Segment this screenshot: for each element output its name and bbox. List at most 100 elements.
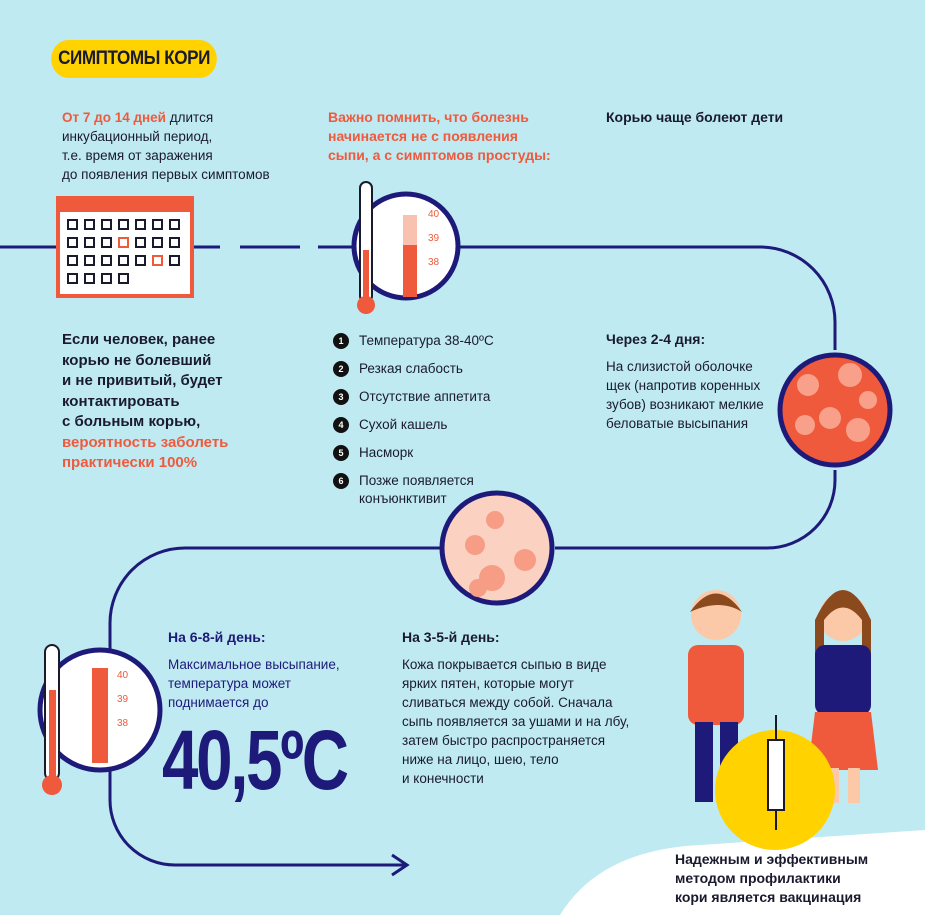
calendar-day [118,273,129,284]
calendar-day [67,273,78,284]
day-6-8-heading: На 6-8-й день: [168,629,266,645]
scale-label: 38 [428,257,440,268]
day-3-5-block: На 3-5-й день: Кожа покрывается сыпью в … [402,628,629,788]
contact-line: с больным корью, [62,413,201,430]
number-badge: 5 [333,445,349,461]
incubation-text-1: длится [166,110,214,125]
vaccine-text: Надежным и эффективным методом профилакт… [675,850,868,907]
day-3-5-line: ниже на лицо, шею, тело [402,752,559,767]
children-text: Корью чаще болеют дети [606,109,784,125]
calendar-day [169,219,180,230]
calendar-day [101,237,112,248]
incubation-highlight: От 7 до 14 дней [62,110,166,125]
symptom-item: 4 Сухой кашель [333,416,447,434]
symptom-item: 1 Температура 38-40ºС [333,332,494,350]
thermometer-high-icon [37,644,163,795]
calendar-day [84,219,95,230]
scale-label: 39 [117,694,129,705]
symptom-text: Сухой кашель [359,417,448,432]
calendar-day [118,237,129,248]
calendar-icon [56,196,194,298]
contact-line: корью не болевший [62,351,212,369]
symptom-item: 5 Насморк [333,444,413,462]
children-illustration [688,590,878,850]
page-title: СИМПТОМЫ КОРИ [51,40,217,78]
contact-probability: практически 100% [62,454,198,471]
day-3-5-line: сливаться между собой. Сначала [402,695,613,710]
day-2-4-line: На слизистой оболочке [606,359,753,374]
day-3-5-line: Кожа покрывается сыпью в виде [402,657,607,672]
calendar-day [101,273,112,284]
contact-line: Если человек, ранее [62,331,216,348]
scale-label: 38 [117,718,129,729]
max-temperature: 40,5ºC [162,713,349,807]
calendar-day [152,219,163,230]
remember-line: Важно помнить, что болезнь [328,109,529,125]
day-2-4-block: Через 2-4 дня: На слизистой оболочке щек… [606,330,764,433]
day-3-5-line: и конечности [402,771,484,786]
calendar-day [135,219,146,230]
vaccine-line: методом профилактики [675,870,841,886]
calendar-day [169,237,180,248]
thermometer-scale: 40 39 38 [428,203,439,275]
vaccine-line: Надежным и эффективным [675,851,869,867]
calendar-day [67,237,78,248]
calendar-day [67,255,78,266]
symptom-text: Насморк [359,445,414,460]
contact-text: Если человек, ранее корью не болевший и … [62,330,228,474]
contact-line: и не привитый, будет [62,372,223,389]
symptom-item: 3 Отсутствие аппетита [333,388,490,406]
incubation-line: инкубационный период, [62,129,213,144]
number-badge: 3 [333,389,349,405]
day-6-8-line: температура может [168,676,291,691]
symptom-text: Позже появляется конъюнктивит [359,473,474,506]
calendar-day [135,255,146,266]
calendar-day [118,255,129,266]
symptom-text: Температура 38-40ºС [359,333,494,348]
scale-label: 40 [117,670,129,681]
bottom-white-panel [560,830,925,915]
calendar-day [84,273,95,284]
day-2-4-line: беловатые высыпания [606,416,749,431]
calendar-day [169,255,180,266]
calendar-day [152,255,163,266]
day-3-5-line: сыпь появляется за ушами и на лбу, [402,714,630,729]
day-3-5-line: затем быстро распространяется [402,733,606,748]
day-6-8-line: Максимальное высыпание, [168,657,340,672]
day-3-5-heading: На 3-5-й день: [402,629,500,645]
contact-probability: вероятность заболеть [62,433,229,451]
incubation-line: до появления первых симптомов [62,167,270,182]
day-6-8-block: На 6-8-й день: Максимальное высыпание, т… [168,628,340,712]
calendar-day [84,255,95,266]
skin-rash-circle-icon [439,490,555,606]
calendar-day [84,237,95,248]
vaccine-line: кори является вакцинация [675,889,862,905]
calendar-day [101,255,112,266]
symptom-text: Резкая слабость [359,361,463,376]
number-badge: 1 [333,333,349,349]
remember-text: Важно помнить, что болезнь начинается не… [328,108,551,165]
mouth-rash-circle-icon [777,352,893,468]
remember-line: сыпи, а с симптомов простуды: [328,147,551,163]
day-3-5-line: ярких пятен, которые могут [402,676,574,691]
symptom-text: Отсутствие аппетита [359,389,491,404]
calendar-day [101,219,112,230]
symptom-item: 6 Позже появляется конъюнктивит [333,472,493,508]
day-6-8-line: поднимается до [168,695,269,710]
calendar-day [118,219,129,230]
symptom-item: 2 Резкая слабость [333,360,463,378]
calendar-day [67,219,78,230]
thermometer-circle-icon [351,181,461,314]
day-2-4-heading: Через 2-4 дня: [606,331,706,347]
number-badge: 4 [333,417,349,433]
number-badge: 6 [333,473,349,489]
incubation-line: т.е. время от заражения [62,148,213,163]
thermometer-scale: 40 39 38 [117,664,128,736]
remember-line: начинается не с появления [328,128,518,144]
day-2-4-line: щек (напротив коренных [606,378,761,393]
number-badge: 2 [333,361,349,377]
calendar-day [135,237,146,248]
incubation-text: От 7 до 14 дней длится инкубационный пер… [62,108,270,184]
